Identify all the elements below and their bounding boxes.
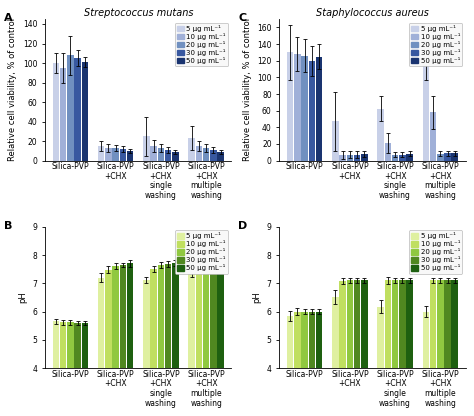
Bar xyxy=(60,68,66,161)
Bar xyxy=(196,146,202,161)
Bar xyxy=(165,264,172,416)
Bar xyxy=(127,151,134,161)
Bar xyxy=(188,138,195,161)
Bar xyxy=(172,263,179,416)
Bar xyxy=(339,155,346,161)
Legend: 5 μg mL⁻¹, 10 μg mL⁻¹, 20 μg mL⁻¹, 30 μg mL⁻¹, 50 μg mL⁻¹: 5 μg mL⁻¹, 10 μg mL⁻¹, 20 μg mL⁻¹, 30 μg… xyxy=(174,22,228,66)
Bar xyxy=(53,63,59,161)
Bar xyxy=(119,149,126,161)
Bar xyxy=(217,152,224,161)
Bar xyxy=(437,154,444,161)
Bar xyxy=(82,323,88,416)
Bar xyxy=(119,265,126,416)
Bar xyxy=(377,109,384,161)
Title: Streptococcus mutans: Streptococcus mutans xyxy=(83,8,193,18)
Bar xyxy=(422,312,429,416)
Bar xyxy=(406,280,413,416)
Bar xyxy=(384,280,391,416)
Bar xyxy=(143,136,150,161)
Bar xyxy=(309,61,315,161)
Text: A: A xyxy=(4,13,13,23)
Bar xyxy=(451,280,458,416)
Legend: 5 μg mL⁻¹, 10 μg mL⁻¹, 20 μg mL⁻¹, 30 μg mL⁻¹, 50 μg mL⁻¹: 5 μg mL⁻¹, 10 μg mL⁻¹, 20 μg mL⁻¹, 30 μg… xyxy=(174,230,228,274)
Bar xyxy=(354,280,360,416)
Bar xyxy=(210,263,217,416)
Bar xyxy=(399,280,406,416)
Legend: 5 μg mL⁻¹, 10 μg mL⁻¹, 20 μg mL⁻¹, 30 μg mL⁻¹, 50 μg mL⁻¹: 5 μg mL⁻¹, 10 μg mL⁻¹, 20 μg mL⁻¹, 30 μg… xyxy=(409,22,462,66)
Bar xyxy=(294,54,301,161)
Bar xyxy=(422,57,429,161)
Bar xyxy=(172,152,179,161)
Bar xyxy=(406,154,413,161)
Y-axis label: Relative cell viability, % of control: Relative cell viability, % of control xyxy=(9,18,18,161)
Bar xyxy=(392,280,399,416)
Bar xyxy=(354,155,360,161)
Text: D: D xyxy=(238,221,247,231)
Bar xyxy=(127,263,134,416)
Bar xyxy=(188,272,195,416)
Bar xyxy=(444,280,451,416)
Bar xyxy=(67,322,74,416)
Bar xyxy=(437,280,444,416)
Bar xyxy=(53,322,59,416)
Bar xyxy=(287,316,293,416)
Bar xyxy=(98,146,104,161)
Bar xyxy=(105,270,112,416)
Bar xyxy=(332,297,339,416)
Bar xyxy=(98,277,104,416)
Bar xyxy=(210,150,217,161)
Bar xyxy=(112,266,119,416)
Bar xyxy=(451,153,458,161)
Bar xyxy=(430,112,437,161)
Bar xyxy=(60,322,66,416)
Bar xyxy=(339,281,346,416)
Bar xyxy=(157,265,164,416)
Bar xyxy=(361,154,368,161)
Bar xyxy=(157,148,164,161)
Text: C: C xyxy=(238,13,246,23)
Bar xyxy=(74,323,81,416)
Bar xyxy=(346,280,353,416)
Bar xyxy=(287,52,293,161)
Bar xyxy=(361,280,368,416)
Bar xyxy=(150,146,157,161)
Bar xyxy=(217,257,224,416)
Bar xyxy=(377,307,384,416)
Bar xyxy=(309,312,315,416)
Legend: 5 μg mL⁻¹, 10 μg mL⁻¹, 20 μg mL⁻¹, 30 μg mL⁻¹, 50 μg mL⁻¹: 5 μg mL⁻¹, 10 μg mL⁻¹, 20 μg mL⁻¹, 30 μg… xyxy=(409,230,462,274)
Bar xyxy=(316,312,322,416)
Text: B: B xyxy=(4,221,12,231)
Bar xyxy=(444,153,451,161)
Bar xyxy=(67,55,74,161)
Y-axis label: pH: pH xyxy=(252,292,261,303)
Bar xyxy=(430,280,437,416)
Title: Staphylococcus aureus: Staphylococcus aureus xyxy=(316,8,429,18)
Bar xyxy=(82,62,88,161)
Bar xyxy=(150,269,157,416)
Bar xyxy=(105,148,112,161)
Bar xyxy=(196,266,202,416)
Bar xyxy=(301,56,308,161)
Bar xyxy=(301,312,308,416)
Bar xyxy=(332,121,339,161)
Bar xyxy=(346,155,353,161)
Bar xyxy=(294,312,301,416)
Bar xyxy=(143,280,150,416)
Bar xyxy=(203,148,210,161)
Bar xyxy=(384,143,391,161)
Bar xyxy=(392,155,399,161)
Bar xyxy=(165,150,172,161)
Bar xyxy=(399,155,406,161)
Bar xyxy=(112,148,119,161)
Y-axis label: Relative cell viability, % of control: Relative cell viability, % of control xyxy=(243,18,252,161)
Y-axis label: pH: pH xyxy=(18,292,27,303)
Bar xyxy=(203,264,210,416)
Bar xyxy=(316,57,322,161)
Bar xyxy=(74,58,81,161)
